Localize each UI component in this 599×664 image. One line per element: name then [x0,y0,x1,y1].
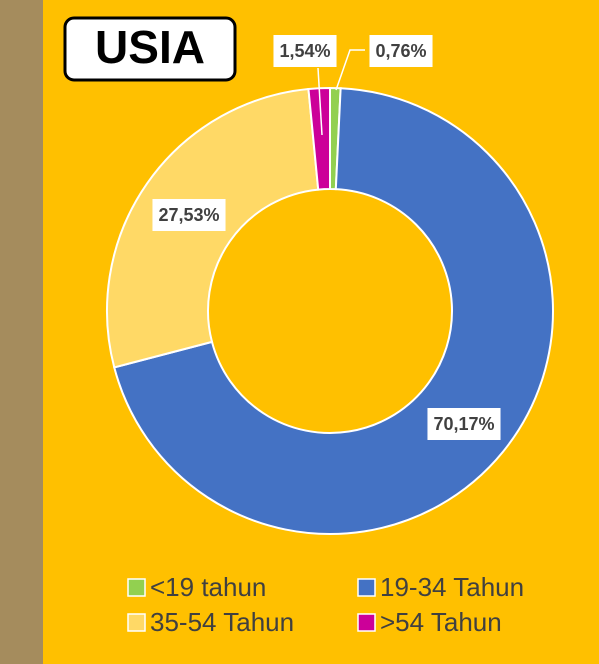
leader-line [317,67,323,136]
legend-swatch [357,613,376,632]
data-label: 0,76% [375,41,426,61]
legend-swatch [357,578,376,597]
legend-label: 35-54 Tahun [150,607,294,637]
data-label-box [427,408,501,440]
data-label-box [273,35,337,67]
legend-label: 19-34 Tahun [380,572,524,602]
data-label: 70,17% [433,414,494,434]
data-label-box [152,199,226,231]
title-box [63,16,237,82]
legend-label: <19 tahun [150,572,266,602]
legend-swatch [127,613,146,632]
legend-label: >54 Tahun [380,607,502,637]
chart-title: USIA [95,21,205,73]
donut-slice [307,86,331,191]
side-strip [0,0,43,664]
data-label: 1,54% [279,41,330,61]
leader-line [335,49,365,91]
data-label-box [369,35,433,67]
data-label: 27,53% [158,205,219,225]
legend-swatch [127,578,146,597]
